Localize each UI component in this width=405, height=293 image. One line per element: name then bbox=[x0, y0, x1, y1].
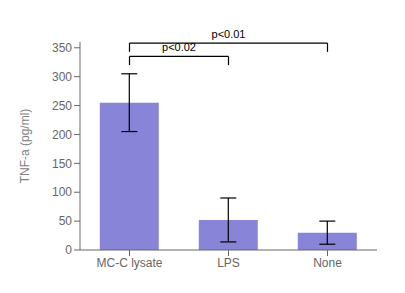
svg-text:MC-C lysate: MC-C lysate bbox=[96, 256, 162, 270]
svg-text:250: 250 bbox=[52, 99, 72, 113]
svg-text:TNF-a (pg/ml): TNF-a (pg/ml) bbox=[18, 109, 32, 184]
svg-text:p<0.01: p<0.01 bbox=[212, 28, 246, 40]
svg-text:LPS: LPS bbox=[217, 256, 240, 270]
svg-text:None: None bbox=[313, 256, 342, 270]
svg-text:0: 0 bbox=[65, 243, 72, 257]
svg-text:350: 350 bbox=[52, 41, 72, 55]
svg-text:p<0.02: p<0.02 bbox=[162, 41, 196, 53]
svg-text:200: 200 bbox=[52, 128, 72, 142]
svg-text:150: 150 bbox=[52, 157, 72, 171]
svg-text:100: 100 bbox=[52, 185, 72, 199]
svg-text:50: 50 bbox=[59, 214, 73, 228]
svg-text:300: 300 bbox=[52, 70, 72, 84]
